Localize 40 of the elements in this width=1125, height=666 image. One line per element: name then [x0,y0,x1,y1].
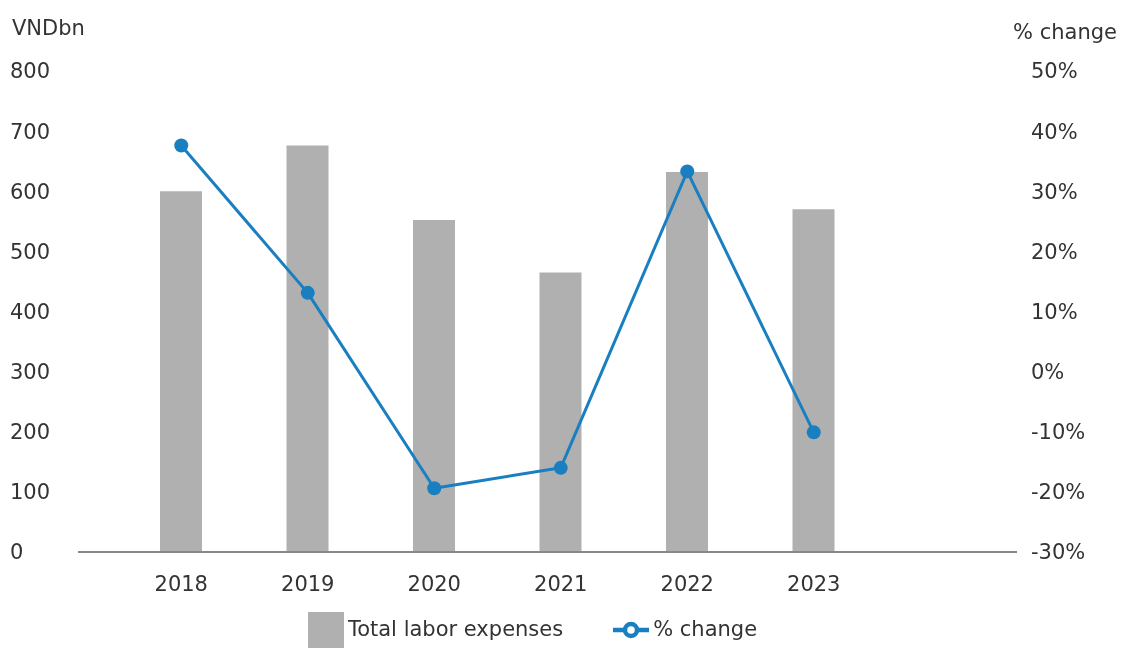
y-axis-title: VNDbn [12,16,85,40]
point [174,138,189,153]
bar [666,172,708,552]
y2-tick-label: -20% [1031,480,1086,505]
y2-tick-label: -10% [1031,420,1086,445]
x-tick-label: 2023 [787,571,841,596]
point [300,285,315,300]
legend-label: % change [653,617,758,641]
y-tick-label: 400 [10,299,51,324]
y2-tick-label: -30% [1031,540,1086,565]
y2-tick-label: 30% [1031,179,1078,204]
y-tick-label: 600 [10,179,51,204]
bar [539,272,582,552]
x-tick-label: 2020 [407,571,461,596]
point [806,425,821,440]
point [553,460,568,475]
y-tick-label: 300 [10,360,51,385]
bar [286,145,329,552]
y-tick-label: 200 [10,420,51,445]
y2-tick-label: 0% [1031,360,1065,385]
y2-tick-label: 20% [1031,239,1078,264]
y2-tick-label: 50% [1031,59,1078,84]
y-tick-label: 500 [10,239,51,264]
bar [413,220,455,552]
y-tick-label: 700 [10,119,51,144]
x-tick-label: 2021 [534,571,588,596]
y2-tick-label: 40% [1031,119,1078,144]
bar [160,191,202,552]
x-tick-label: 2018 [154,571,208,596]
point [680,164,695,179]
legend-label: Total labor expenses [347,617,564,641]
y-tick-label: 100 [10,480,51,505]
x-tick-label: 2019 [281,571,335,596]
point [427,481,442,496]
y-tick-label: 0 [10,540,24,565]
bar [792,209,835,552]
y2-tick-label: 10% [1031,299,1078,324]
x-tick-label: 2022 [660,571,714,596]
y-tick-label: 800 [10,59,51,84]
y2-axis-title: % change [1013,20,1117,44]
